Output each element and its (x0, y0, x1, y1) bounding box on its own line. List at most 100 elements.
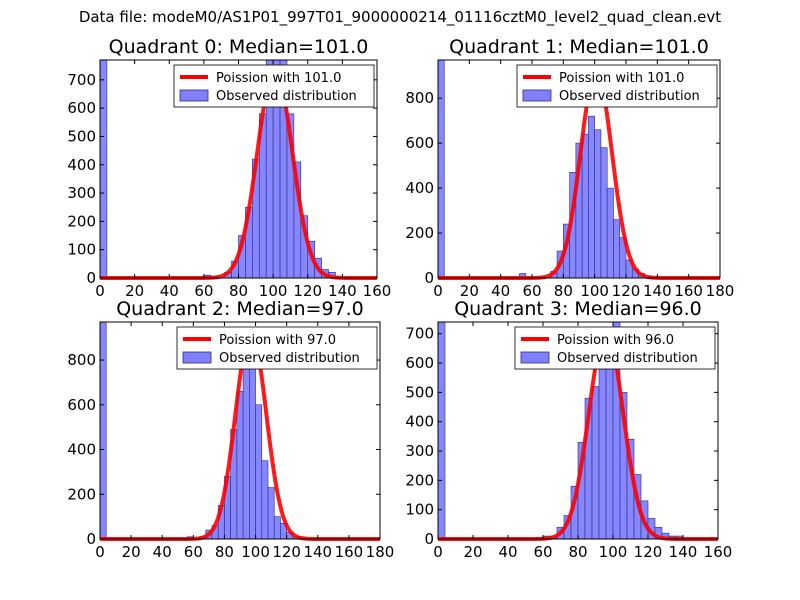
x-tick-label: 60 (533, 543, 552, 561)
histogram-bar (99, 321, 107, 540)
histogram-bar (236, 391, 244, 540)
legend-bars-label: Observed distribution (559, 89, 700, 104)
histogram-bar (99, 59, 108, 279)
y-tick-label: 400 (67, 441, 96, 459)
figure-suptitle: Data file: modeM0/AS1P01_997T01_90000002… (78, 8, 722, 26)
legend-bars-swatch (182, 351, 212, 364)
histogram-bar (255, 404, 263, 540)
legend-curve-label: Poission with 101.0 (216, 71, 341, 86)
histogram-bar (267, 487, 275, 540)
y-tick-label: 500 (405, 383, 434, 401)
y-tick-label: 0 (424, 530, 434, 548)
x-tick-label: 60 (522, 282, 541, 300)
x-tick-label: 100 (241, 543, 270, 561)
y-tick-label: 500 (67, 127, 96, 145)
legend: Poission with 97.0 Observed distribution (176, 326, 378, 370)
y-tick-label: 700 (67, 71, 96, 89)
y-tick-label: 0 (86, 269, 96, 287)
y-tick-label: 600 (67, 99, 96, 117)
legend-bars-swatch (179, 89, 209, 102)
x-tick-label: 120 (612, 282, 641, 300)
y-tick-label: 200 (67, 485, 96, 503)
y-tick-label: 200 (67, 212, 96, 230)
x-tick-label: 160 (674, 282, 703, 300)
x-tick-label: 120 (272, 543, 301, 561)
y-tick-label: 100 (405, 501, 434, 519)
x-tick-label: 40 (491, 282, 510, 300)
panel-title: Quadrant 1: Median=101.0 (449, 36, 709, 58)
x-tick-label: 140 (643, 282, 672, 300)
y-tick-label: 200 (405, 471, 434, 489)
histogram-bar (588, 115, 595, 279)
y-tick-label: 800 (67, 351, 96, 369)
x-tick-label: 140 (328, 282, 357, 300)
x-tick-label: 20 (122, 543, 141, 561)
legend: Poission with 96.0 Observed distribution (514, 326, 716, 370)
legend-curve-label: Poission with 101.0 (559, 71, 684, 86)
x-tick-label: 40 (160, 282, 179, 300)
histogram-bar (261, 460, 269, 540)
histogram-bar (437, 59, 445, 279)
x-tick-label: 160 (363, 282, 392, 300)
panel-title: Quadrant 3: Median=96.0 (454, 298, 702, 320)
y-tick-label: 800 (405, 89, 434, 107)
x-tick-label: 40 (498, 543, 517, 561)
legend-bars-swatch (522, 89, 552, 102)
x-tick-label: 100 (580, 282, 609, 300)
legend: Poission with 101.0 Observed distribution (516, 64, 718, 108)
quadrant-panel-3: Quadrant 3: Median=96.0 0 20 40 60 80 100 120 14… (405, 298, 732, 561)
y-tick-label: 600 (405, 134, 434, 152)
y-tick-label: 100 (67, 241, 96, 259)
x-tick-label: 60 (194, 282, 213, 300)
x-tick-label: 20 (460, 282, 479, 300)
x-tick-label: 180 (706, 282, 735, 300)
x-tick-label: 80 (229, 282, 248, 300)
histogram-bar (249, 359, 256, 540)
x-tick-label: 160 (335, 543, 364, 561)
x-tick-label: 20 (463, 543, 482, 561)
histogram-bar (581, 133, 589, 279)
histogram-bar (437, 321, 446, 540)
x-tick-label: 80 (554, 282, 573, 300)
x-tick-label: 20 (125, 282, 144, 300)
quadrant-panel-1: Quadrant 1: Median=101.00 20 40 60 80 100 120 1… (405, 36, 734, 300)
legend-curve-label: Poission with 97.0 (219, 333, 336, 348)
legend-bars-label: Observed distribution (216, 89, 357, 104)
x-tick-label: 120 (293, 282, 322, 300)
y-tick-label: 400 (405, 413, 434, 431)
y-tick-label: 300 (67, 184, 96, 202)
legend-bars-label: Observed distribution (219, 351, 360, 366)
x-tick-label: 140 (669, 543, 698, 561)
y-tick-label: 0 (424, 269, 434, 287)
histogram-bar (242, 355, 250, 540)
axes-frame (99, 321, 381, 540)
legend-curve-label: Poission with 96.0 (557, 333, 674, 348)
histogram-bar (594, 129, 602, 279)
histogram-bar (591, 386, 600, 540)
y-tick-label: 400 (405, 179, 434, 197)
x-tick-label: 40 (153, 543, 172, 561)
x-tick-label: 0 (433, 543, 443, 561)
legend-bars-label: Observed distribution (557, 351, 698, 366)
legend-bars-swatch (520, 351, 550, 364)
quadrant-panel-2: Quadrant 2: Median=97.0 0 20 40 60 80 100 120 14… (67, 298, 394, 561)
y-tick-label: 0 (86, 530, 96, 548)
x-tick-label: 140 (303, 543, 332, 561)
histogram-bars (99, 59, 343, 279)
x-tick-label: 80 (215, 543, 234, 561)
histogram-bar (606, 187, 614, 279)
y-tick-label: 200 (405, 224, 434, 242)
quadrant-panel-0: Quadrant 0: Median=101.0 0 20 40 60 80 100 120 1… (67, 36, 391, 300)
legend: Poission with 101.0 Observed distribution (173, 64, 375, 108)
x-tick-label: 60 (184, 543, 203, 561)
histogram-bar (613, 219, 621, 279)
x-tick-label: 120 (634, 543, 663, 561)
x-tick-label: 100 (599, 543, 628, 561)
x-tick-label: 100 (259, 282, 288, 300)
y-tick-label: 600 (67, 396, 96, 414)
x-tick-label: 0 (95, 282, 105, 300)
histogram-bar (600, 147, 608, 279)
histogram-bar (598, 348, 607, 540)
y-tick-label: 600 (405, 354, 434, 372)
